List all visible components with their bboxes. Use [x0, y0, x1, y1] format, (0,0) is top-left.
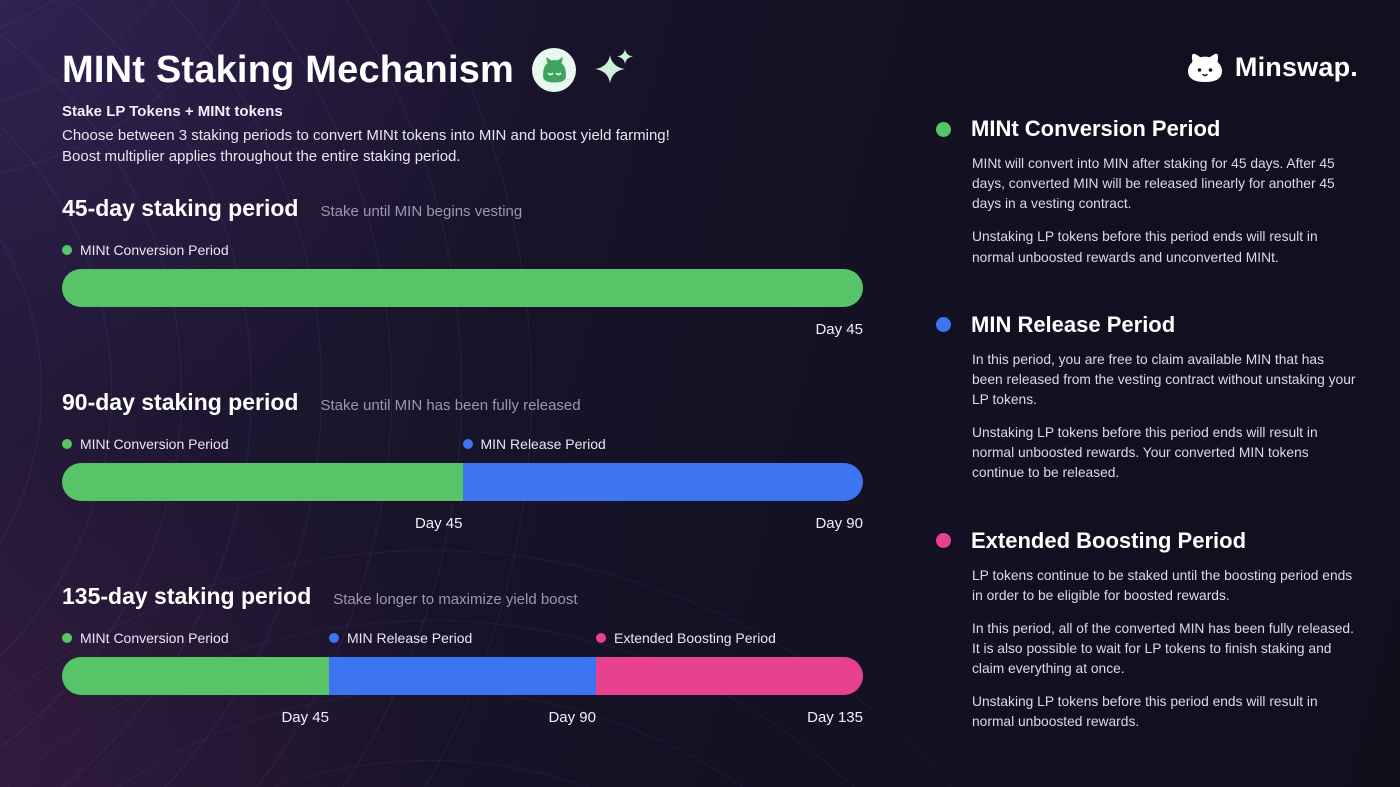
timeline-heading: 90-day staking period — [62, 389, 299, 415]
explanation-paragraph: Unstaking LP tokens before this period e… — [972, 425, 1318, 481]
bar-segment-conversion — [62, 463, 463, 501]
legend-item: MINt Conversion Period — [62, 630, 229, 646]
day-label: Day 45 — [414, 515, 463, 532]
sparkle-icon — [594, 47, 634, 93]
brand-name: Minswap. — [1234, 51, 1358, 82]
day-label: Day 90 — [815, 515, 863, 532]
bullet-dot-green-icon — [936, 121, 951, 137]
timeline-header: 45-day staking period Stake until MIN be… — [62, 195, 863, 222]
bar-segment-conversion — [62, 657, 329, 695]
legend-dot-blue-icon — [328, 633, 339, 643]
legend-item: MIN Release Period — [328, 630, 473, 646]
legend-dot-pink-icon — [595, 633, 606, 643]
staking-timeline-90-day: 90-day staking period Stake until MIN ha… — [62, 389, 863, 533]
main-content: MINt Staking Mechanism Stake LP Tokens +… — [62, 44, 863, 727]
timeline-day-labels: Day 45 Day 90 Day 135 — [62, 709, 863, 727]
explanation-paragraph: In this period, you are free to claim av… — [972, 351, 1356, 407]
timeline-heading: 135-day staking period — [62, 583, 312, 609]
brand-logo: Minswap. — [1185, 50, 1358, 84]
explanation-paragraph: MINt will convert into MIN after staking… — [972, 156, 1335, 212]
legend-dot-green-icon — [62, 245, 72, 255]
explanation-paragraph: Unstaking LP tokens before this period e… — [972, 694, 1318, 730]
timeline-bar — [62, 463, 863, 501]
timeline-note: Stake until MIN has been fully released — [320, 397, 581, 414]
timeline-note: Stake until MIN begins vesting — [320, 203, 523, 220]
timeline-bar — [62, 657, 863, 695]
legend-label: MINt Conversion Period — [80, 436, 229, 452]
bullet-dot-blue-icon — [936, 317, 951, 333]
legend-label: MIN Release Period — [346, 630, 473, 646]
timeline-legend: MINt Conversion Period MIN Release Perio… — [62, 436, 863, 452]
explanation-paragraph: Unstaking LP tokens before this period e… — [972, 229, 1318, 265]
day-label: Day 45 — [281, 709, 329, 726]
timeline-legend: MINt Conversion Period MIN Release Perio… — [62, 630, 863, 646]
explanation-boosting-period: Extended Boosting Period LP tokens conti… — [936, 528, 1364, 733]
page-title: MINt Staking Mechanism — [62, 48, 515, 91]
timeline-day-labels: Day 45 Day 90 — [62, 515, 863, 533]
explanations-panel: MINt Conversion Period MINt will convert… — [936, 116, 1364, 733]
legend-dot-blue-icon — [462, 439, 473, 449]
legend-dot-green-icon — [62, 633, 72, 643]
legend-item: Extended Boosting Period — [595, 630, 776, 646]
day-label: Day 90 — [548, 709, 596, 726]
day-label: Day 45 — [815, 321, 863, 338]
explanation-header: Extended Boosting Period — [936, 528, 1364, 554]
timeline-note: Stake longer to maximize yield boost — [333, 591, 578, 608]
staking-timeline-135-day: 135-day staking period Stake longer to m… — [62, 583, 863, 727]
legend-label: MINt Conversion Period — [80, 242, 229, 258]
minswap-cat-logo-icon — [1185, 50, 1225, 84]
explanation-header: MIN Release Period — [936, 312, 1364, 338]
timeline-header: 90-day staking period Stake until MIN ha… — [62, 389, 863, 416]
timeline-heading: 45-day staking period — [62, 195, 299, 221]
staking-timeline-45-day: 45-day staking period Stake until MIN be… — [62, 195, 863, 339]
legend-label: MINt Conversion Period — [80, 630, 229, 646]
explanation-release-period: MIN Release Period In this period, you a… — [936, 312, 1364, 484]
bullet-dot-pink-icon — [936, 533, 951, 549]
timeline-day-labels: Day 45 — [62, 321, 863, 339]
description-line-2: Boost multiplier applies throughout the … — [62, 148, 461, 165]
explanation-conversion-period: MINt Conversion Period MINt will convert… — [936, 116, 1364, 268]
day-label: Day 135 — [807, 709, 863, 726]
page-subtitle: Stake LP Tokens + MINt tokens — [62, 103, 283, 120]
bar-segment-release — [462, 463, 863, 501]
explanation-title: MIN Release Period — [971, 311, 1176, 337]
bar-segment-release — [328, 657, 596, 695]
legend-label: MIN Release Period — [480, 436, 606, 452]
legend-item: MIN Release Period — [462, 436, 606, 452]
explanation-title: MINt Conversion Period — [971, 116, 1221, 141]
explanation-paragraph: In this period, all of the converted MIN… — [972, 620, 1354, 677]
bar-segment-boosting — [595, 657, 863, 695]
title-row: MINt Staking Mechanism — [62, 44, 863, 96]
legend-label: Extended Boosting Period — [613, 630, 776, 646]
legend-item: MINt Conversion Period — [62, 242, 229, 258]
sleeping-cat-mascot-icon — [530, 46, 578, 94]
legend-dot-green-icon — [62, 439, 72, 449]
page-description: Choose between 3 staking periods to conv… — [62, 125, 863, 167]
bar-segment-conversion — [62, 269, 863, 307]
timeline-legend: MINt Conversion Period — [62, 242, 863, 258]
explanation-paragraph: LP tokens continue to be staked until th… — [972, 567, 1353, 603]
explanation-title: Extended Boosting Period — [971, 527, 1247, 553]
timeline-header: 135-day staking period Stake longer to m… — [62, 583, 863, 610]
explanation-header: MINt Conversion Period — [936, 116, 1364, 142]
timeline-bar — [62, 269, 863, 307]
description-line-1: Choose between 3 staking periods to conv… — [62, 127, 670, 144]
legend-item: MINt Conversion Period — [62, 436, 229, 452]
